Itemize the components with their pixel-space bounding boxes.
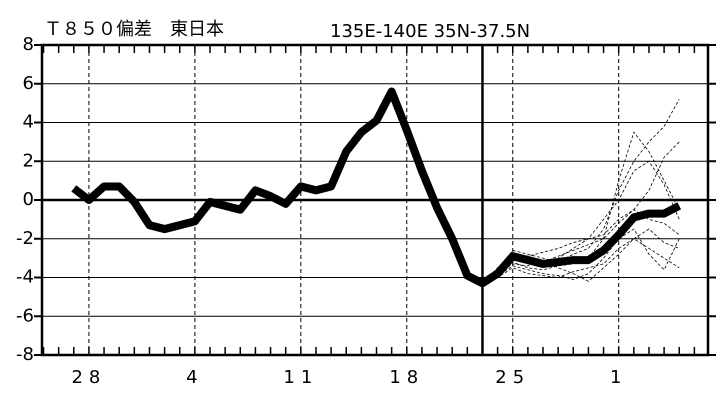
y-tick-label: -6 <box>16 305 34 326</box>
member-line <box>482 238 680 284</box>
plot-frame <box>40 43 710 357</box>
chart-subtitle: 135E-140E 35N-37.5N <box>330 21 530 42</box>
main-line <box>71 87 682 288</box>
member-line <box>482 141 680 284</box>
x-tick-label: 28 <box>71 367 106 388</box>
member-line <box>482 99 680 284</box>
y-tick-label: 4 <box>23 112 34 133</box>
member-line <box>482 160 680 284</box>
x-tick-label: 4 <box>186 367 203 388</box>
y-tick-label: 0 <box>23 189 34 210</box>
y-tick-label: -8 <box>16 344 34 365</box>
member-line <box>482 228 680 284</box>
y-tick-label: -4 <box>16 267 34 288</box>
x-tick-label: 1 <box>610 367 627 388</box>
chart-title: Ｔ８５０偏差 東日本 <box>44 19 224 40</box>
member-line <box>482 209 680 284</box>
y-tick-label: 2 <box>23 150 34 171</box>
x-tick-label: 25 <box>495 367 530 388</box>
y-tick-label: 8 <box>23 34 34 55</box>
y-tick-label: -2 <box>16 228 34 249</box>
x-tick-label: 18 <box>389 367 424 388</box>
x-tick-label: 11 <box>283 367 318 388</box>
y-tick-label: 6 <box>23 73 34 94</box>
